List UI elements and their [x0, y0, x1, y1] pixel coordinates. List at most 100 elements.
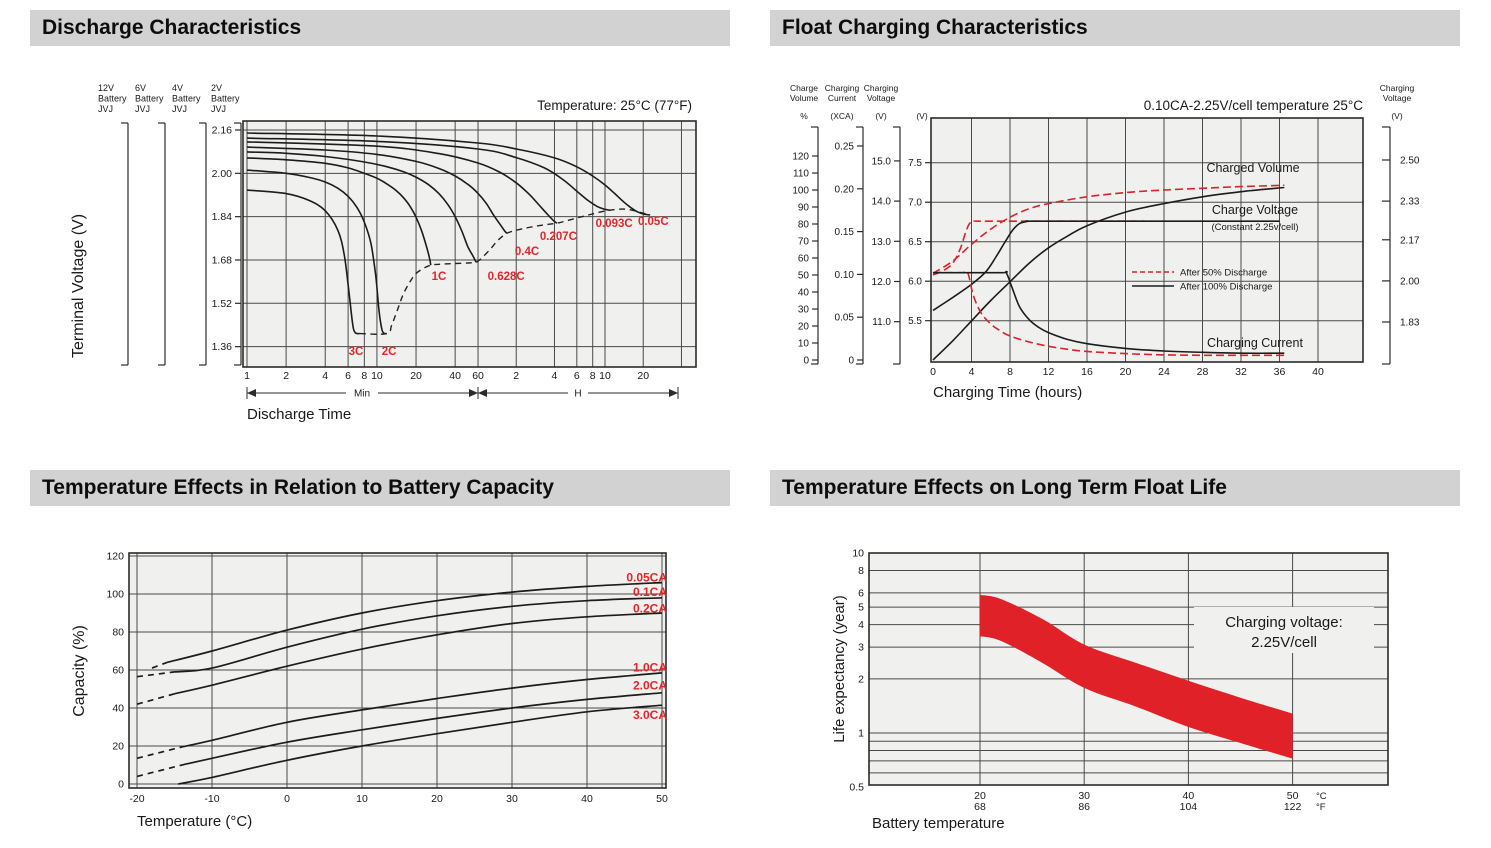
svg-text:40: 40: [1312, 366, 1324, 378]
svg-text:32: 32: [1235, 366, 1247, 378]
svg-text:1.52: 1.52: [212, 298, 233, 310]
svg-text:50: 50: [798, 271, 810, 282]
svg-text:8: 8: [1007, 366, 1013, 378]
svg-text:3: 3: [858, 642, 864, 654]
svg-text:80: 80: [798, 220, 810, 231]
svg-text:1.0CA: 1.0CA: [633, 661, 667, 675]
svg-text:Charged Volume: Charged Volume: [1206, 161, 1299, 175]
svg-text:60: 60: [472, 370, 484, 382]
svg-text:2.16: 2.16: [212, 125, 233, 137]
svg-text:0: 0: [930, 366, 936, 378]
svg-text:20: 20: [431, 793, 443, 805]
svg-text:0.25: 0.25: [835, 142, 855, 153]
svg-text:14.0: 14.0: [872, 197, 892, 208]
svg-text:After 100% Discharge: After 100% Discharge: [1180, 282, 1272, 293]
svg-text:40: 40: [1183, 790, 1195, 802]
svg-text:Min: Min: [354, 389, 370, 400]
svg-text:24: 24: [1158, 366, 1170, 378]
svg-text:Voltage: Voltage: [867, 93, 896, 103]
svg-text:°C: °C: [1316, 791, 1327, 802]
svg-text:20: 20: [112, 741, 124, 753]
svg-text:Battery: Battery: [98, 94, 127, 104]
svg-text:2: 2: [513, 370, 519, 382]
svg-text:80: 80: [112, 627, 124, 639]
svg-text:Battery: Battery: [211, 94, 240, 104]
svg-text:Charging: Charging: [1380, 83, 1415, 93]
svg-text:Charging: Charging: [825, 83, 860, 93]
svg-text:1.68: 1.68: [212, 254, 233, 266]
svg-text:60: 60: [798, 254, 810, 265]
svg-text:90: 90: [798, 203, 810, 214]
svg-text:0.628C: 0.628C: [488, 271, 525, 283]
svg-text:122: 122: [1284, 801, 1302, 813]
svg-text:40: 40: [798, 288, 810, 299]
svg-text:11.0: 11.0: [872, 317, 891, 328]
svg-text:50: 50: [656, 793, 668, 805]
svg-text:%: %: [800, 111, 808, 121]
svg-text:28: 28: [1197, 366, 1209, 378]
svg-text:86: 86: [1078, 801, 1090, 813]
svg-text:Temperature (°C): Temperature (°C): [137, 813, 252, 830]
svg-text:30: 30: [798, 305, 810, 316]
svg-text:0: 0: [848, 356, 854, 367]
svg-text:120: 120: [106, 551, 124, 563]
svg-text:20: 20: [798, 322, 810, 333]
svg-text:8: 8: [858, 565, 864, 577]
svg-text:1: 1: [244, 370, 250, 382]
svg-text:10: 10: [371, 370, 383, 382]
svg-text:1.84: 1.84: [212, 211, 233, 223]
float-charging-chart: 1201101009080706050403020100ChargeVolume…: [790, 83, 1420, 401]
svg-text:10: 10: [798, 339, 810, 350]
svg-text:0.05C: 0.05C: [638, 216, 669, 228]
svg-text:Volume: Volume: [790, 93, 819, 103]
svg-text:(Constant 2.25v/cell): (Constant 2.25v/cell): [1211, 222, 1298, 233]
svg-text:4: 4: [552, 370, 558, 382]
svg-text:(V): (V): [875, 111, 887, 121]
svg-text:Current: Current: [828, 93, 857, 103]
svg-text:2.33: 2.33: [1400, 197, 1420, 208]
svg-text:(XCA): (XCA): [830, 111, 853, 121]
svg-text:4V: 4V: [172, 83, 183, 93]
capacity-chart: 0 20 40 60 80 100 120 -20 -10 0 10 20 30 40 50 Capacity…: [71, 551, 668, 831]
svg-text:5.5: 5.5: [908, 316, 922, 327]
svg-text:2.00: 2.00: [1400, 276, 1420, 287]
svg-text:0.05CA: 0.05CA: [626, 570, 667, 584]
svg-text:20: 20: [637, 370, 649, 382]
svg-text:70: 70: [798, 237, 810, 248]
svg-text:1.83: 1.83: [1400, 318, 1420, 329]
svg-text:10: 10: [356, 793, 368, 805]
svg-text:6.0: 6.0: [908, 277, 922, 288]
svg-text:120: 120: [792, 152, 809, 163]
float-charging-header: Float Charging Characteristics: [770, 10, 1460, 46]
svg-text:104: 104: [1180, 801, 1198, 813]
svg-text:0.10: 0.10: [835, 270, 855, 281]
svg-text:16: 16: [1081, 366, 1093, 378]
svg-text:0: 0: [803, 356, 809, 367]
svg-text:0.207C: 0.207C: [540, 231, 577, 243]
svg-text:6: 6: [574, 370, 580, 382]
svg-text:3.0CA: 3.0CA: [633, 708, 667, 722]
svg-text:6: 6: [345, 370, 351, 382]
svg-text:10: 10: [852, 548, 864, 560]
float-life-panel: Temperature Effects on Long Term Float L…: [770, 470, 1460, 838]
svg-text:40: 40: [449, 370, 461, 382]
svg-text:20: 20: [1120, 366, 1132, 378]
float-charging-panel: Float Charging Characteristics 120 110 100…: [770, 10, 1460, 436]
svg-text:30: 30: [506, 793, 518, 805]
svg-text:Life expectancy (year): Life expectancy (year): [831, 595, 848, 743]
svg-text:15.0: 15.0: [872, 156, 892, 167]
svg-text:0: 0: [284, 793, 290, 805]
svg-text:6.5: 6.5: [908, 237, 922, 248]
svg-text:H: H: [574, 389, 581, 400]
svg-text:Temperature: 25°C (77°F): Temperature: 25°C (77°F): [537, 98, 692, 113]
capacity-panel: Temperature Effects in Relation to Batte…: [30, 470, 730, 838]
svg-text:Charging: Charging: [864, 83, 899, 93]
svg-text:2: 2: [858, 673, 864, 685]
svg-text:68: 68: [974, 801, 986, 813]
svg-text:0.5: 0.5: [849, 782, 864, 794]
svg-text:8: 8: [361, 370, 367, 382]
svg-text:2.25V/cell: 2.25V/cell: [1251, 634, 1317, 651]
svg-text:4: 4: [322, 370, 328, 382]
svg-text:-20: -20: [129, 793, 144, 805]
